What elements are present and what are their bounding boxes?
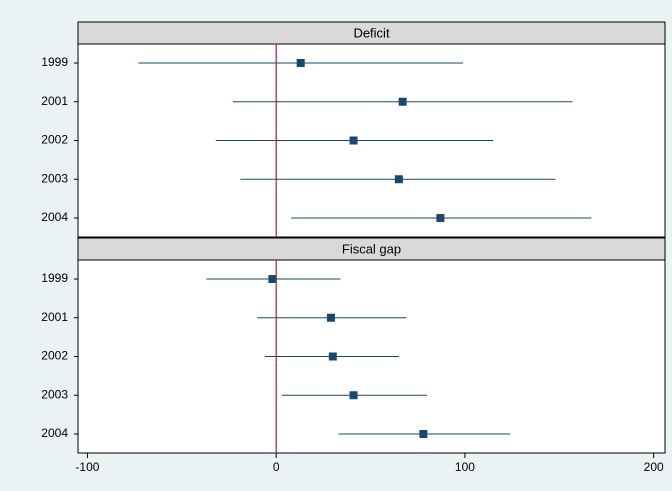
point xyxy=(394,175,403,184)
y-tick-label: 1999 xyxy=(41,55,68,69)
y-tick-label: 2001 xyxy=(41,94,68,108)
point xyxy=(349,391,358,400)
point xyxy=(326,313,335,322)
y-tick-label: 2002 xyxy=(41,133,68,147)
y-tick-label: 2001 xyxy=(41,310,68,324)
point xyxy=(296,59,305,67)
x-tick-label: -100 xyxy=(75,460,99,474)
x-tick-label: 200 xyxy=(644,460,664,474)
x-tick-label: 100 xyxy=(455,460,475,474)
y-tick-label: 2003 xyxy=(41,171,68,185)
point xyxy=(419,430,428,438)
point xyxy=(268,275,277,283)
point xyxy=(436,214,445,222)
y-tick-label: 2004 xyxy=(41,426,68,440)
panel-title: Fiscal gap xyxy=(342,241,401,256)
point xyxy=(349,136,358,145)
y-tick-label: 1999 xyxy=(41,271,68,285)
x-tick-label: 0 xyxy=(273,460,280,474)
panel-title: Deficit xyxy=(353,25,390,40)
point xyxy=(328,352,337,361)
y-tick-label: 2004 xyxy=(41,210,68,224)
point xyxy=(398,97,407,106)
y-tick-label: 2003 xyxy=(41,387,68,401)
y-tick-label: 2002 xyxy=(41,349,68,363)
